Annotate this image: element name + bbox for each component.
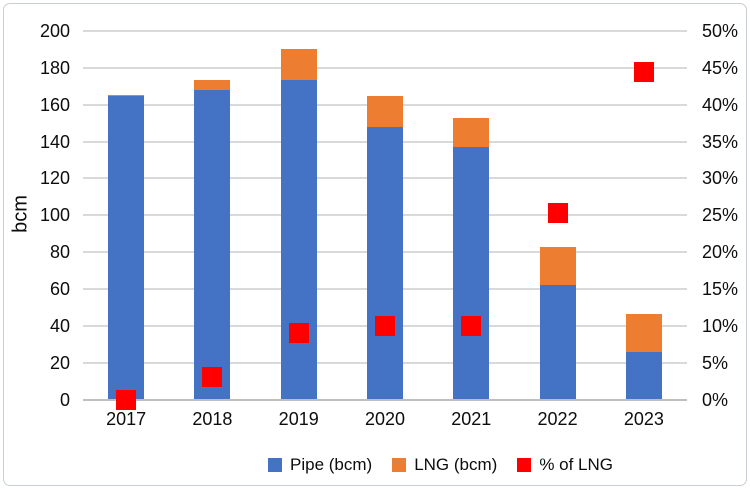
- x-axis-tick-label-2020: 2020: [364, 409, 406, 429]
- pct-marker-2018: [202, 367, 223, 388]
- bar-segment-lng-2019: [280, 48, 317, 80]
- legend-label: LNG (bcm): [414, 455, 498, 474]
- legend-swatch-icon: [517, 458, 532, 472]
- left-axis-tick-label: 180: [39, 57, 70, 78]
- legend-swatch-icon: [268, 458, 282, 472]
- right-axis-tick-label: 10%: [702, 315, 739, 336]
- right-axis-tick-label: 50%: [702, 21, 739, 41]
- x-axis-tick-label-2019: 2019: [278, 409, 319, 429]
- legend-label: Pipe (bcm): [290, 455, 373, 474]
- x-axis-tick-label-2017: 2017: [106, 409, 147, 429]
- bar-segment-lng-2022: [539, 246, 576, 286]
- left-axis-tick-label: 0: [59, 389, 70, 410]
- pct-marker-2017: [116, 389, 137, 410]
- pct-marker-2021: [461, 315, 482, 336]
- bar-segment-pipe-2018: [194, 89, 231, 400]
- pct-marker-2022: [547, 203, 568, 224]
- bar-segment-pipe-2023: [625, 351, 662, 400]
- bar-segment-lng-2021: [453, 117, 490, 148]
- bar-segment-lng-2017: [108, 94, 145, 96]
- gridline: [83, 30, 687, 32]
- bar-segment-pipe-2020: [367, 126, 403, 400]
- right-axis-tick-label: 5%: [702, 352, 729, 373]
- pct-marker-2023: [633, 61, 654, 82]
- left-axis-tick-label: 200: [39, 21, 70, 41]
- legend-swatch-icon: [392, 458, 407, 472]
- pct-marker-2019: [288, 323, 309, 344]
- left-axis-tick-label: 40: [49, 315, 70, 336]
- right-axis-tick-label: 35%: [702, 131, 739, 152]
- legend-item-lng: LNG (bcm): [392, 455, 497, 475]
- left-axis-tick-label: 120: [39, 168, 70, 189]
- bar-segment-lng-2020: [367, 96, 403, 127]
- right-axis-tick-label: 15%: [702, 278, 739, 299]
- left-axis-tick-label: 100: [39, 205, 70, 226]
- left-axis-tick-label: 140: [39, 131, 70, 152]
- right-axis-tick-label: 40%: [702, 94, 739, 115]
- plot-area: [83, 30, 687, 410]
- x-axis-line: [83, 398, 687, 401]
- bar-segment-pipe-2019: [280, 79, 317, 400]
- bar-segment-pipe-2017: [108, 95, 145, 400]
- right-axis-tick-label: 20%: [702, 242, 739, 263]
- legend-item-pct: % of LNG: [517, 455, 613, 475]
- right-axis-tick-label: 30%: [702, 168, 739, 189]
- x-axis-tick-label-2023: 2023: [623, 409, 664, 429]
- left-axis-tick-label: 60: [49, 278, 70, 299]
- right-axis-tick-label: 45%: [702, 57, 739, 78]
- bar-segment-lng-2023: [625, 313, 662, 352]
- legend: Pipe (bcm) LNG (bcm) % of LNG: [268, 455, 613, 475]
- legend-label: % of LNG: [539, 455, 614, 474]
- bar-segment-pipe-2021: [453, 147, 490, 400]
- legend-item-pipe: Pipe (bcm): [268, 455, 372, 475]
- right-axis-tick-label: 0%: [702, 389, 729, 410]
- x-axis-tick-label-2021: 2021: [451, 409, 492, 429]
- x-axis-tick-label-2022: 2022: [537, 409, 578, 429]
- left-axis-tick-label: 160: [39, 94, 70, 115]
- left-axis-tick-label: 20: [49, 352, 70, 373]
- right-axis-tick-label: 25%: [702, 205, 739, 226]
- bar-segment-pipe-2022: [539, 285, 576, 400]
- x-axis-tick-label-2018: 2018: [192, 409, 233, 429]
- bar-segment-lng-2018: [194, 79, 231, 90]
- pct-marker-2020: [375, 315, 395, 336]
- gridline: [83, 66, 687, 69]
- left-axis-tick-label: 80: [49, 242, 70, 263]
